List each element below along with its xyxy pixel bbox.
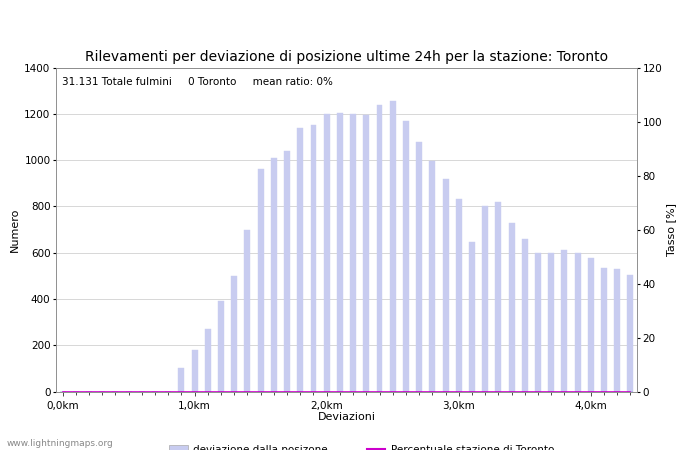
Legend: deviazione dalla posizone, deviazione stazione di Toronto, Percentuale stazione : deviazione dalla posizone, deviazione st… xyxy=(166,442,557,450)
Bar xyxy=(429,161,435,392)
Bar xyxy=(561,250,567,392)
X-axis label: Deviazioni: Deviazioni xyxy=(318,412,375,422)
Bar xyxy=(284,151,290,392)
Bar xyxy=(575,252,580,392)
Bar xyxy=(442,179,449,392)
Bar xyxy=(522,239,528,392)
Bar xyxy=(244,230,251,392)
Bar xyxy=(403,121,409,392)
Bar xyxy=(363,115,370,392)
Bar xyxy=(178,369,184,392)
Bar xyxy=(337,112,343,392)
Bar xyxy=(231,276,237,392)
Bar xyxy=(469,242,475,392)
Bar xyxy=(192,350,197,392)
Bar xyxy=(535,252,541,392)
Bar xyxy=(456,199,462,392)
Bar xyxy=(350,114,356,392)
Bar xyxy=(271,158,277,392)
Bar xyxy=(482,207,488,392)
Title: Rilevamenti per deviazione di posizione ultime 24h per la stazione: Toronto: Rilevamenti per deviazione di posizione … xyxy=(85,50,608,63)
Bar xyxy=(416,142,422,392)
Bar xyxy=(390,101,395,392)
Bar xyxy=(377,104,382,392)
Bar xyxy=(614,269,620,392)
Bar xyxy=(509,223,514,392)
Bar xyxy=(496,202,501,392)
Bar xyxy=(323,114,330,392)
Bar xyxy=(205,329,211,392)
Bar xyxy=(627,274,634,392)
Y-axis label: Tasso [%]: Tasso [%] xyxy=(666,203,676,256)
Bar xyxy=(218,301,224,392)
Bar xyxy=(311,126,316,392)
Bar xyxy=(601,268,607,392)
Bar xyxy=(258,169,264,392)
Bar xyxy=(588,258,594,392)
Y-axis label: Numero: Numero xyxy=(10,207,20,252)
Bar xyxy=(298,128,303,392)
Text: www.lightningmaps.org: www.lightningmaps.org xyxy=(7,439,113,448)
Text: 31.131 Totale fulmini     0 Toronto     mean ratio: 0%: 31.131 Totale fulmini 0 Toronto mean rat… xyxy=(62,77,332,87)
Bar xyxy=(548,252,554,392)
